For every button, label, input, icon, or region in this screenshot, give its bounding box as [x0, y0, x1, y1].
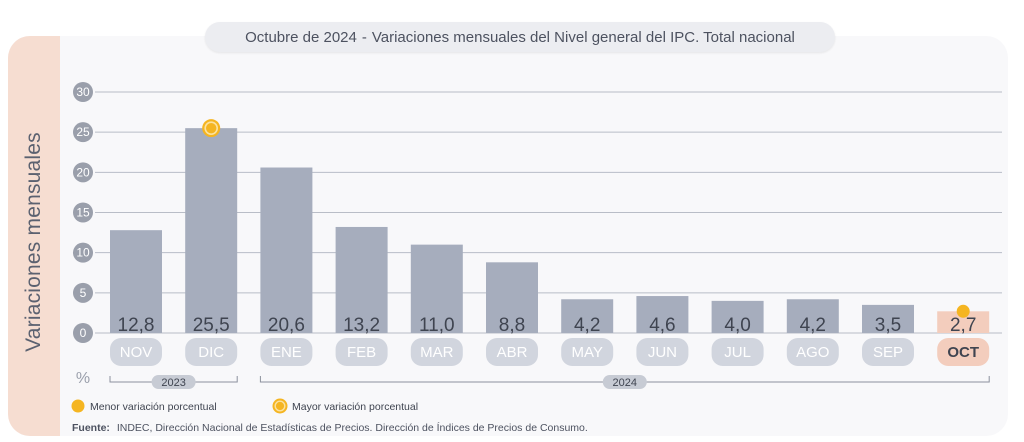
bar — [260, 167, 313, 333]
category-pill — [561, 338, 614, 366]
legend: Menor variación porcentual Mayor variació… — [71, 398, 418, 414]
category-label: NOV — [120, 344, 153, 361]
value-label: 4,2 — [800, 315, 826, 336]
year-label: 2024 — [613, 377, 637, 389]
y-tick-badge — [73, 82, 93, 102]
source-text: INDEC, Dirección Nacional de Estadística… — [117, 421, 588, 434]
value-label: 20,6 — [268, 315, 305, 336]
value-label: 4,2 — [574, 315, 600, 336]
gridlines — [95, 91, 1002, 334]
category-label: MAR — [420, 344, 454, 361]
y-tick-label: 5 — [80, 286, 87, 300]
bar — [711, 300, 764, 333]
year-pill — [151, 375, 196, 389]
category-pill — [636, 338, 689, 366]
y-tick-label: 10 — [76, 246, 90, 260]
title-text: Variaciones mensuales del Nivel general … — [371, 28, 795, 46]
category-pill — [862, 338, 914, 366]
y-tick-badge — [73, 323, 93, 343]
category-label: OCT — [947, 344, 979, 361]
value-labels: 12,8 25,5 20,6 13,2 11,0 8,8 4,2 4,6 4,0 4,2 3,5 2,… — [118, 315, 977, 336]
category-pill — [410, 338, 463, 366]
max-marker-ring — [204, 121, 218, 135]
y-ticks: 0 5 10 15 20 25 30 — [73, 82, 93, 343]
category-pill — [711, 338, 764, 366]
bar — [335, 226, 388, 333]
value-label: 2,7 — [950, 315, 976, 336]
ylabel-band — [8, 36, 60, 436]
legend-max-label: Mayor variación porcentual — [292, 401, 418, 413]
legend-max-swatch-ring — [274, 400, 286, 412]
category-pill — [786, 338, 839, 366]
bar — [937, 311, 990, 333]
y-tick-label: 30 — [76, 85, 90, 99]
source-note: Fuente: INDEC, Dirección Nacional de Est… — [72, 421, 588, 434]
category-label: JUL — [724, 344, 751, 361]
category-pill — [260, 338, 313, 366]
extreme-markers — [202, 119, 970, 318]
y-tick-badge — [73, 282, 93, 303]
y-tick-label: 25 — [76, 125, 90, 139]
category-label: MAY — [571, 344, 602, 361]
legend-min-label: Menor variación porcentual — [90, 401, 217, 413]
y-tick-badge — [73, 202, 93, 223]
year-brackets: 2023 2024 — [109, 375, 990, 389]
bar — [185, 128, 238, 333]
value-label: 25,5 — [193, 315, 230, 336]
bar — [110, 230, 162, 333]
value-label: 4,0 — [724, 315, 750, 336]
title-period: Octubre de 2024 — [245, 28, 357, 46]
category-pill — [335, 338, 388, 366]
category-pill — [486, 338, 538, 366]
bar — [862, 304, 914, 333]
value-label: 3,5 — [875, 315, 901, 336]
bar — [410, 244, 463, 333]
value-label: 8,8 — [499, 315, 525, 336]
bar — [786, 299, 839, 333]
value-label: 12,8 — [118, 315, 155, 336]
bars — [110, 128, 990, 333]
y-tick-badge — [73, 122, 93, 143]
bar — [486, 262, 538, 333]
bar — [636, 296, 689, 333]
category-label: DIC — [198, 344, 224, 361]
category-pill — [185, 338, 238, 366]
category-label: ABR — [497, 344, 528, 361]
category-label: AGO — [796, 344, 829, 361]
title-separator: - — [361, 28, 367, 46]
category-label: JUN — [648, 344, 677, 361]
y-tick-badge — [73, 242, 93, 263]
category-pill — [937, 338, 990, 366]
y-tick-label: 0 — [80, 326, 87, 340]
min-marker — [956, 304, 970, 318]
y-tick-label: 20 — [76, 165, 90, 179]
category-labels: NOV DIC ENE FEB MAR ABR MAY JUN JUL AGO SEP OCT — [110, 338, 990, 366]
value-label: 11,0 — [419, 315, 455, 336]
value-label: 13,2 — [343, 315, 380, 336]
category-label: SEP — [873, 344, 903, 361]
category-pill — [110, 338, 162, 366]
y-unit-label: % — [76, 370, 90, 387]
value-label: 4,6 — [649, 315, 675, 336]
category-label: FEB — [347, 344, 376, 361]
category-label: ENE — [271, 344, 302, 361]
year-label: 2023 — [161, 377, 185, 389]
y-tick-label: 15 — [76, 206, 90, 220]
y-tick-badge — [73, 162, 93, 183]
legend-min-swatch — [71, 399, 85, 413]
chart-panel — [8, 36, 1008, 436]
source-prefix: Fuente: — [72, 422, 110, 434]
year-pill — [602, 375, 647, 389]
chart-title: Octubre de 2024 - Variaciones mensuales … — [205, 22, 835, 52]
bar — [561, 299, 614, 333]
